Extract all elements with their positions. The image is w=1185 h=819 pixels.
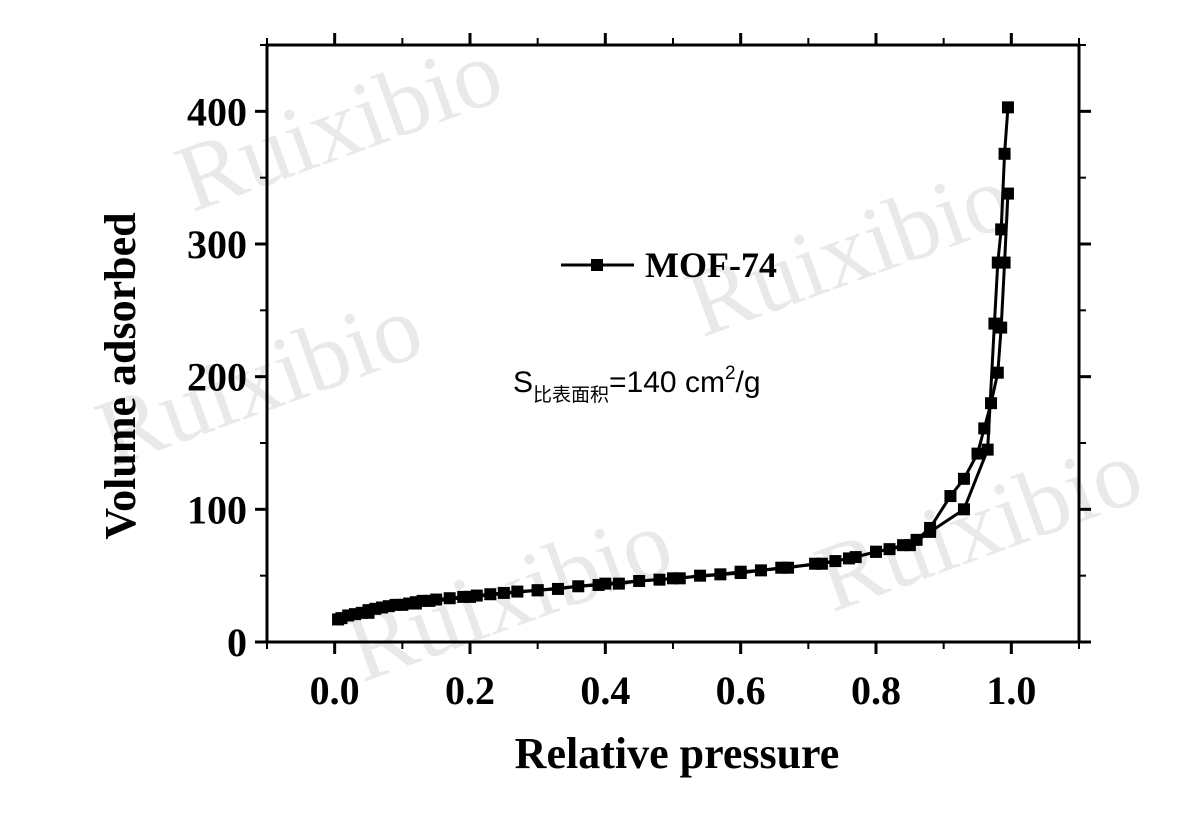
desorption-branch-point: [464, 590, 476, 603]
x-tick-label: 0.2: [445, 668, 495, 713]
annotation-value: =140 cm: [609, 366, 725, 399]
annotation-superscript: 2: [725, 363, 736, 384]
desorption-branch-point: [870, 545, 882, 558]
desorption-branch-point: [991, 256, 1004, 269]
desorption-branch-point: [409, 597, 422, 610]
desorption-branch-point: [842, 552, 855, 565]
legend: MOF-74: [561, 245, 777, 285]
y-tick-label: 400: [187, 89, 247, 134]
y-tick-label: 200: [187, 355, 247, 400]
x-tick-label: 0.8: [851, 668, 901, 713]
desorption-branch-point: [957, 503, 970, 516]
adsorption-branch-point: [971, 447, 984, 460]
desorption-branch-point: [815, 557, 828, 570]
desorption-branch-point: [988, 317, 1001, 330]
adsorption-branch-point: [1001, 187, 1014, 200]
desorption-branch-point: [362, 606, 375, 619]
legend-label: MOF-74: [645, 245, 777, 285]
series-layer: [332, 101, 1014, 626]
x-axis-ticks: 0.0 0.2 0.4 0.6 0.8 1.0: [266, 33, 1080, 713]
desorption-branch-point: [531, 584, 544, 597]
x-tick-label: 0.6: [716, 668, 766, 713]
desorption-branch-point: [903, 539, 916, 552]
adsorption-branch-point: [957, 472, 970, 485]
desorption-branch-point: [734, 567, 747, 580]
desorption-branch-point: [924, 525, 937, 538]
legend-marker: [591, 259, 603, 271]
surface-area-annotation: S比表面积=140 cm2/g: [513, 363, 761, 406]
desorption-branch-line: [368, 107, 1010, 615]
x-tick-label: 1.0: [986, 668, 1036, 713]
desorption-branch-point: [599, 577, 612, 590]
desorption-branch-point: [981, 443, 994, 456]
annotation-main: S: [513, 366, 533, 399]
annotation-unit: /g: [736, 366, 761, 399]
y-axis-title: Volume adsorbed: [96, 212, 145, 539]
x-axis-title: Relative pressure: [515, 729, 840, 778]
y-tick-label: 100: [187, 487, 247, 532]
x-tick-label: 0.4: [580, 668, 630, 713]
adsorption-branch-point: [944, 490, 957, 503]
x-tick-label: 0.0: [310, 668, 360, 713]
desorption-branch-point: [998, 147, 1011, 160]
annotation-subscript: 比表面积: [533, 384, 609, 406]
desorption-branch-point: [775, 561, 788, 574]
y-tick-label: 300: [187, 222, 247, 267]
y-axis-ticks: 0 100 200 300 400: [187, 44, 1091, 665]
desorption-branch-point: [1001, 101, 1014, 114]
desorption-branch-point: [667, 572, 679, 585]
y-tick-label: 0: [227, 620, 247, 665]
desorption-branch-point: [995, 223, 1008, 236]
adsorption-branch-point: [991, 366, 1004, 379]
